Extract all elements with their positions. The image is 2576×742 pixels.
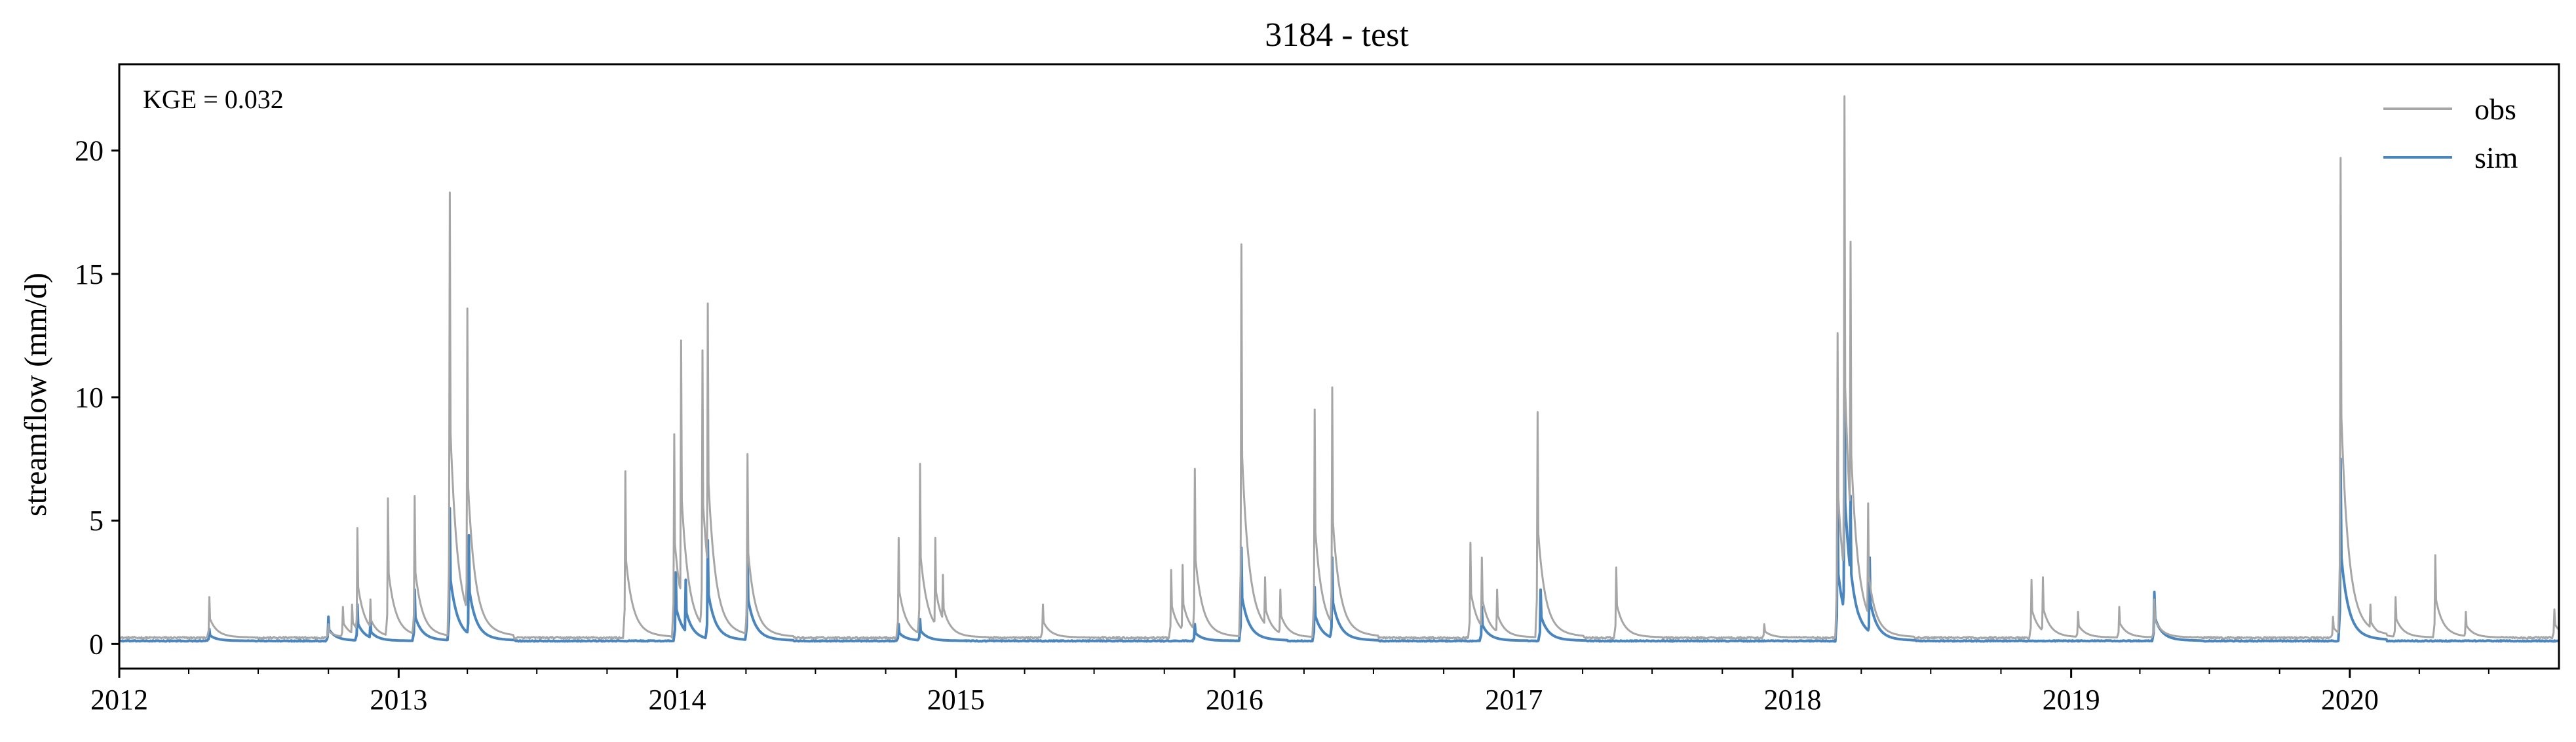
x-tick-label: 2015 <box>927 684 985 716</box>
x-tick-label: 2016 <box>1206 684 1263 716</box>
kge-annotation: KGE = 0.032 <box>143 85 284 114</box>
y-tick-label: 0 <box>89 628 104 660</box>
x-tick-label: 2019 <box>2043 684 2100 716</box>
plot-area <box>119 95 2560 643</box>
x-tick-label: 2013 <box>370 684 427 716</box>
x-tick-label: 2014 <box>649 684 706 716</box>
chart-title: 3184 - test <box>1265 16 1409 54</box>
y-tick-label: 5 <box>89 505 104 537</box>
x-tick-label: 2018 <box>1763 684 1821 716</box>
y-tick-label: 20 <box>75 135 104 167</box>
x-tick-label: 2012 <box>90 684 148 716</box>
series-line-sim <box>119 342 2560 643</box>
axes: 0 5 10 15 20 2012 2013 2014 2015 2016 2017 2018 2019… <box>75 135 2489 716</box>
legend-label-obs: obs <box>2474 92 2516 126</box>
series-line-obs <box>119 95 2560 640</box>
plot-frame <box>118 63 2560 670</box>
legend: obs sim <box>2383 92 2518 174</box>
x-tick-label: 2017 <box>1485 684 1543 716</box>
x-tick-label: 2020 <box>2321 684 2379 716</box>
y-tick-label: 10 <box>75 381 104 414</box>
y-tick-label: 15 <box>75 258 104 290</box>
legend-label-sim: sim <box>2474 141 2518 174</box>
y-axis-title: streamflow (mm/d) <box>18 273 53 517</box>
